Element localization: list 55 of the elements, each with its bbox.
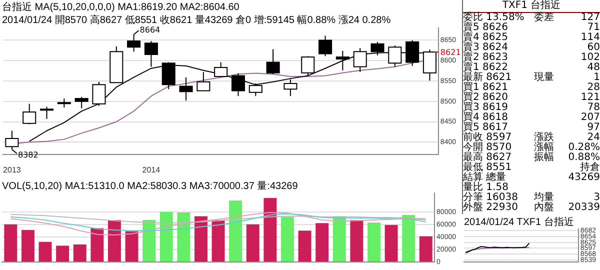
chart-title: 台指近 MA(5,10,20,0,0,0) MA1:8619.20 MA2:8604.60 (2, 0, 240, 13)
text: 賣1 8622 48 (463, 62, 600, 73)
bar (21, 230, 34, 262)
x-tick-label: 2013 (3, 165, 22, 174)
annotation: 8382 (18, 150, 38, 160)
text: 前收 8597 漲跌 24 (463, 132, 600, 143)
text: 買5 8617 97 (463, 122, 600, 133)
bar (316, 223, 329, 262)
bar (402, 214, 416, 262)
chart-subtitle: 2014/01/24 開8570 高8627 低8551 收8621 量43269 倉0 增:59145 幅0.88% 漲24 0.28% (2, 14, 391, 26)
text: 買4 8618 207 (463, 112, 600, 123)
bar (73, 244, 86, 262)
text: 賣3 8624 60 (463, 42, 600, 53)
bar (4, 224, 18, 262)
chart-title: VOL(5,10,20) MA1:51310.0 MA2:58030.3 MA3:70000.37 量:43269 (2, 180, 298, 192)
text: 賣5 8626 71 (463, 22, 600, 33)
bar (142, 220, 156, 262)
bar (298, 230, 312, 262)
bar (264, 198, 277, 262)
bar (367, 222, 380, 262)
text: 賣2 8623 102 (463, 52, 600, 63)
bar (125, 231, 138, 262)
bar (194, 216, 208, 262)
text: 最新 8621 現量 1 (463, 72, 600, 83)
text: 最低 8551 持倉 (463, 162, 600, 173)
text: 外盤 22930 內盤 20339 (463, 202, 600, 213)
bar (177, 212, 190, 262)
text: 買3 8619 78 (463, 102, 600, 113)
x-tick-label: 2014 (142, 165, 161, 174)
text: TXF1 台指近 (463, 0, 600, 13)
text: 結算 總量 43269 (463, 172, 600, 183)
bar (56, 246, 70, 262)
bar (90, 228, 104, 262)
text: 最高 8627 振幅 0.88% (463, 152, 600, 163)
bar (38, 242, 52, 262)
bar (212, 220, 225, 262)
text: 8621 (440, 48, 461, 58)
text: 買1 8621 28 (463, 82, 600, 93)
annotation: 8664 (140, 26, 160, 35)
bar (246, 224, 260, 262)
bar (332, 216, 346, 262)
text: 分筆 16038 均量 3 (463, 192, 600, 203)
bar (419, 236, 432, 262)
bar (280, 216, 294, 262)
text: 今開 8570 漲幅 0.28% (463, 142, 600, 153)
text: 買2 8620 121 (463, 92, 600, 103)
text: 賣4 8625 114 (463, 32, 600, 43)
text: 委比 13.58% 委差 127 (463, 12, 600, 23)
chart-title: 2014/01/24 TXF1 台指近 (464, 216, 574, 228)
bar (350, 220, 364, 262)
bar (160, 212, 173, 262)
text: 量比 1.58 (463, 182, 508, 193)
bar (229, 200, 242, 262)
bar (108, 220, 121, 262)
bar (384, 224, 398, 262)
